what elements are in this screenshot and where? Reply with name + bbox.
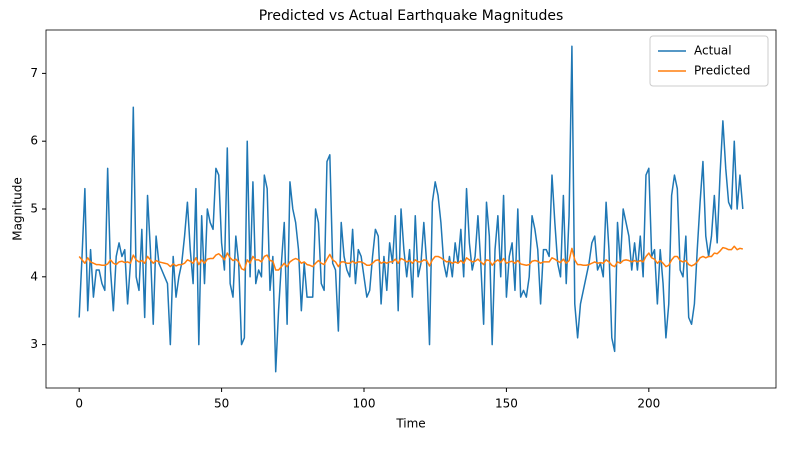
y-tick-label: 4	[30, 269, 38, 283]
data-line	[78, 45, 744, 373]
x-tick-label: 150	[495, 397, 518, 411]
y-axis-label: Magnitude	[11, 177, 25, 241]
y-tick-label: 5	[30, 202, 38, 216]
plot-frame	[45, 29, 777, 389]
legend-label: Actual	[694, 44, 732, 58]
x-tick-label: 100	[353, 397, 376, 411]
legend-box	[649, 35, 769, 87]
y-tick-label: 7	[30, 66, 38, 80]
y-tick-label: 3	[30, 337, 38, 351]
chart-title: Predicted vs Actual Earthquake Magnitude…	[259, 8, 564, 24]
x-tick-label: 0	[75, 397, 83, 411]
data-line	[78, 245, 743, 271]
x-axis-label: Time	[395, 417, 425, 431]
legend-label: Predicted	[694, 64, 750, 78]
y-tick-label: 6	[30, 134, 38, 148]
x-tick-label: 50	[214, 397, 229, 411]
x-tick-label: 200	[637, 397, 660, 411]
